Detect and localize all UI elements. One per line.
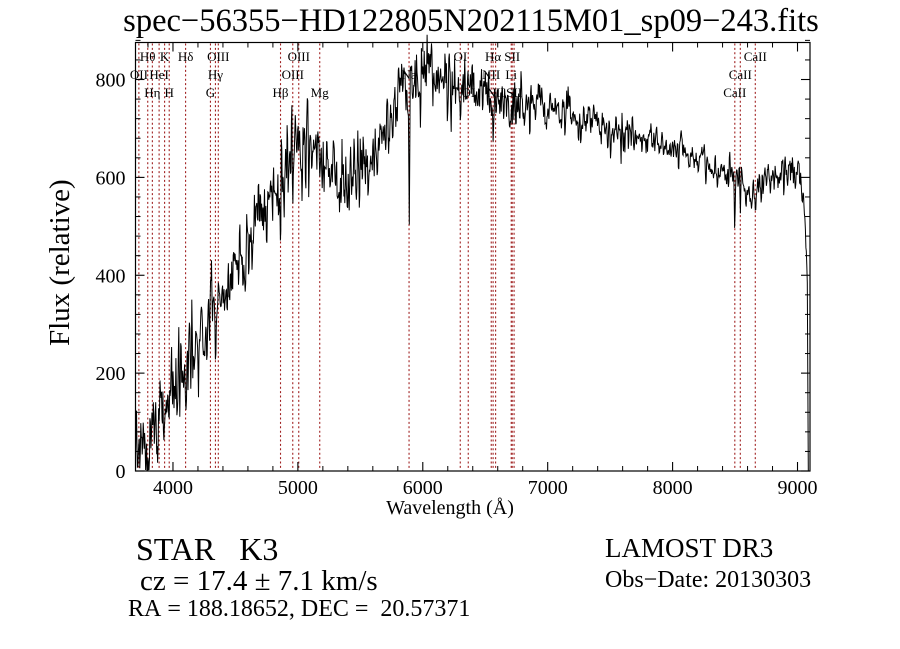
- svg-text:NII: NII: [482, 67, 500, 82]
- svg-text:CaII: CaII: [729, 67, 752, 82]
- svg-text:Hγ: Hγ: [208, 67, 223, 82]
- svg-text:HeI: HeI: [149, 67, 169, 82]
- svg-text:Hα: Hα: [485, 49, 501, 64]
- svg-text:OIII: OIII: [282, 67, 304, 82]
- svg-text:9000: 9000: [778, 477, 818, 499]
- svg-text:600: 600: [96, 167, 126, 189]
- svg-text:SII: SII: [506, 85, 522, 100]
- svg-text:SII: SII: [504, 49, 520, 64]
- svg-text:6000: 6000: [403, 477, 443, 499]
- svg-text:400: 400: [96, 265, 126, 287]
- svg-text:8000: 8000: [653, 477, 693, 499]
- svg-text:K: K: [160, 49, 170, 64]
- svg-text:CaII: CaII: [723, 85, 746, 100]
- svg-text:0: 0: [116, 461, 126, 483]
- svg-text:OII: OII: [130, 67, 148, 82]
- svg-text:OI: OI: [453, 49, 467, 64]
- svg-text:Hη: Hη: [144, 85, 160, 100]
- svg-text:Hθ: Hθ: [140, 49, 156, 64]
- svg-text:Hβ: Hβ: [272, 85, 288, 100]
- svg-text:800: 800: [96, 70, 126, 92]
- svg-text:OIII: OIII: [207, 49, 229, 64]
- svg-text:Hδ: Hδ: [178, 49, 194, 64]
- svg-text:G: G: [206, 85, 215, 100]
- svg-text:200: 200: [96, 363, 126, 385]
- svg-text:NII: NII: [487, 85, 505, 100]
- svg-text:Mg: Mg: [311, 85, 330, 100]
- svg-text:CaII: CaII: [744, 49, 767, 64]
- svg-text:Li: Li: [505, 67, 517, 82]
- svg-text:7000: 7000: [528, 477, 568, 499]
- svg-text:H: H: [165, 85, 174, 100]
- svg-text:Na: Na: [401, 67, 416, 82]
- svg-text:OIII: OIII: [288, 49, 310, 64]
- svg-text:4000: 4000: [153, 477, 193, 499]
- svg-text:OI: OI: [461, 85, 475, 100]
- svg-text:5000: 5000: [278, 477, 318, 499]
